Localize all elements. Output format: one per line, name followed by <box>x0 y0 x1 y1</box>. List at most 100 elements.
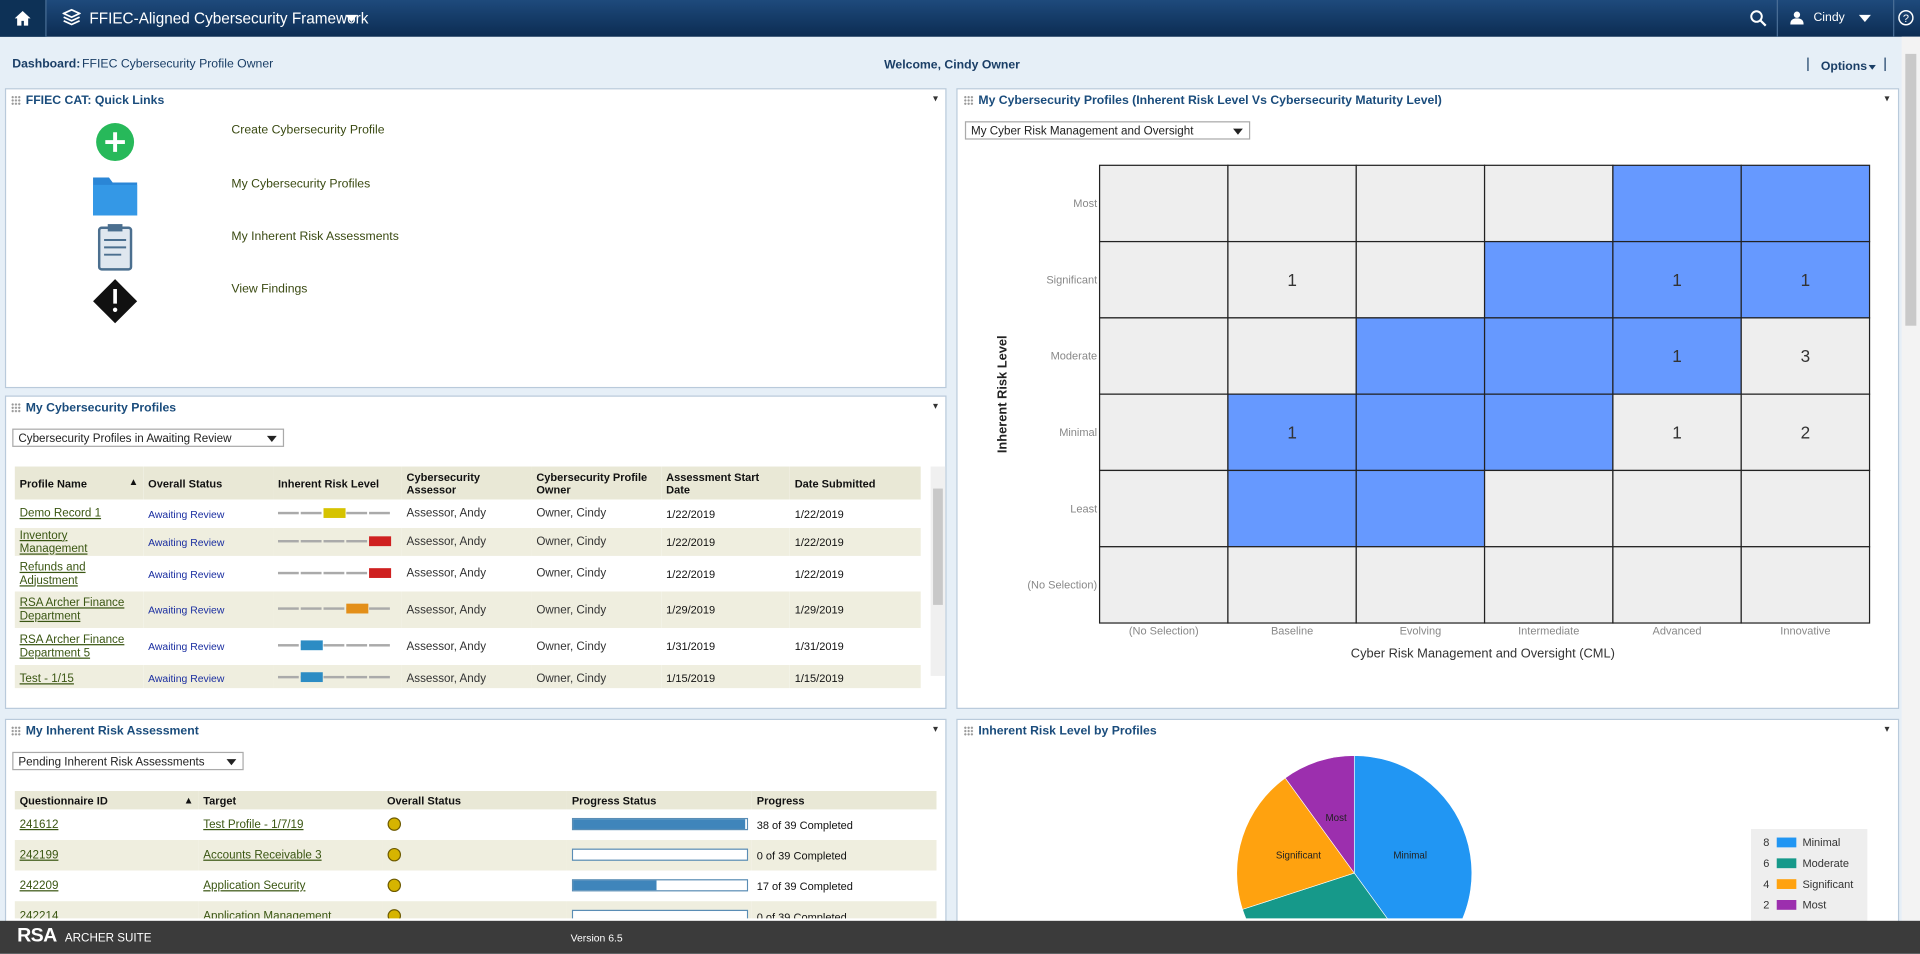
column-header[interactable]: Assessment Start Date <box>661 466 790 500</box>
quick-link[interactable]: View Findings <box>231 282 308 297</box>
target-link[interactable]: Application Security <box>203 879 306 893</box>
user-name[interactable]: Cindy <box>1813 11 1845 25</box>
legend-label[interactable]: Most <box>1802 900 1826 912</box>
panel-menu[interactable]: ▾ <box>933 400 938 412</box>
path <box>14 11 31 26</box>
risk-segment <box>300 607 322 610</box>
heatmap-cell[interactable] <box>1740 240 1871 319</box>
app-title[interactable]: FFIEC-Aligned Cybersecurity Framework <box>89 9 369 27</box>
pie-slice[interactable] <box>1236 777 1355 910</box>
questionnaire-link[interactable]: 242199 <box>19 848 59 863</box>
pie-slice[interactable] <box>1284 755 1355 875</box>
target-link[interactable]: Test Profile - 1/7/19 <box>203 817 304 832</box>
column-header[interactable]: Cybersecurity Assessor <box>401 466 532 500</box>
table-row: Test - 1/15 Awaiting Review Assessor, Andy… <box>14 664 921 689</box>
options-caret[interactable] <box>1868 64 1876 70</box>
heatmap-cell[interactable] <box>1612 393 1742 472</box>
home-button[interactable] <box>0 0 47 37</box>
assessments-filter[interactable]: Pending Inherent Risk Assessments <box>12 751 244 771</box>
legend-label[interactable]: Significant <box>1802 879 1853 891</box>
profile-link[interactable]: Refunds and Adjustment <box>19 560 86 588</box>
pie: MinimalModerateSignificantMost <box>1236 755 1473 954</box>
cell-text: Owner, Cindy <box>536 639 607 654</box>
table-cell <box>382 901 567 919</box>
column-header[interactable]: Cybersecurity Profile Owner <box>531 466 662 500</box>
app-menu-caret[interactable] <box>345 14 358 23</box>
header-row: Questionnaire ID ▲ Target Overall Status Pro… <box>14 791 937 810</box>
legend-label[interactable]: Minimal <box>1802 837 1840 849</box>
column-header[interactable]: Profile Name ▲ <box>14 466 144 500</box>
heatmap-cell[interactable] <box>1227 393 1357 472</box>
column-header[interactable]: Questionnaire ID ▲ <box>14 791 199 810</box>
scroll-thumb[interactable] <box>933 488 943 605</box>
quick-link[interactable]: My Cybersecurity Profiles <box>231 177 371 192</box>
scrollbar[interactable] <box>930 466 946 676</box>
scroll-thumb[interactable] <box>1905 53 1917 326</box>
column-header[interactable]: Progress Status <box>566 791 752 810</box>
options-menu[interactable]: Options <box>1820 60 1868 74</box>
questionnaire-link[interactable]: 242209 <box>19 879 59 893</box>
table-cell: 1/22/2019 <box>661 500 790 528</box>
cell-text: Assessor, Andy <box>406 603 487 617</box>
column-header[interactable]: Overall Status <box>382 791 567 810</box>
profile-link[interactable]: RSA Archer Finance Department <box>19 596 125 624</box>
cell-text: Assessor, Andy <box>406 506 487 521</box>
profile-link[interactable]: Inventory Management <box>19 528 88 556</box>
panel-grip[interactable] <box>11 726 21 736</box>
table-cell: Assessor, Andy <box>402 556 532 592</box>
risk-indicator <box>300 672 323 683</box>
user-menu-caret[interactable] <box>1858 14 1872 23</box>
profile-link[interactable]: RSA Archer Finance Department 5 <box>19 633 125 660</box>
legend-label[interactable]: Moderate <box>1802 858 1849 870</box>
panel-grip[interactable] <box>963 726 974 736</box>
target-link[interactable]: Accounts Receivable 3 <box>203 848 322 863</box>
questionnaire-link[interactable]: 241612 <box>19 817 59 832</box>
text: ? <box>1903 13 1909 25</box>
panel-menu[interactable]: ▾ <box>1884 93 1890 105</box>
panel-grip[interactable] <box>963 95 974 106</box>
risk-level-bar <box>277 640 390 651</box>
questionnaire-link[interactable]: 242214 <box>19 909 59 919</box>
help-icon[interactable]: ? <box>1898 10 1914 26</box>
table-cell: Accounts Receivable 3 <box>198 840 383 871</box>
table-cell: 0 of 39 Completed <box>751 901 937 919</box>
profiles-filter[interactable]: Cybersecurity Profiles in Awaiting Revie… <box>12 428 285 447</box>
path <box>105 132 125 152</box>
panel-grip[interactable] <box>11 402 21 413</box>
sort-arrow[interactable]: ▲ <box>183 794 194 806</box>
column-header[interactable]: Progress <box>751 791 937 810</box>
page-scrollbar[interactable] <box>1901 36 1920 921</box>
sort-arrow[interactable]: ▲ <box>128 476 139 488</box>
quick-link[interactable]: Create Cybersecurity Profile <box>231 123 385 138</box>
dashboard-label: Dashboard: <box>12 57 81 72</box>
cell-text: 1/29/2019 <box>794 603 844 616</box>
quick-link[interactable]: My Inherent Risk Assessments <box>231 230 399 244</box>
status-text: Awaiting Review <box>148 535 225 548</box>
heatmap-cell[interactable] <box>1740 393 1871 472</box>
panel-menu[interactable]: ▾ <box>933 723 938 735</box>
heatmap-cell <box>1740 164 1871 243</box>
profile-link[interactable]: Demo Record 1 <box>19 506 102 521</box>
panel-menu[interactable]: ▾ <box>1884 723 1890 735</box>
table-cell: Assessor, Andy <box>402 628 532 665</box>
column-header[interactable]: Target <box>198 791 383 810</box>
search-icon[interactable] <box>1750 10 1767 27</box>
table-row: Demo Record 1 Awaiting Review Assessor, An… <box>15 500 921 528</box>
table-cell: Application Management <box>198 901 383 919</box>
heatmap-cell[interactable] <box>1612 240 1742 319</box>
profile-link[interactable]: Test - 1/15 <box>19 671 74 686</box>
panel-menu[interactable]: ▾ <box>933 93 938 105</box>
pie-slice[interactable] <box>1242 872 1423 954</box>
clipboard-icon[interactable] <box>97 224 133 271</box>
pie-slice[interactable] <box>1353 755 1473 954</box>
column-header[interactable]: Inherent Risk Level <box>273 466 402 500</box>
panel-grip[interactable] <box>11 95 21 106</box>
dashboard-name: FFIEC Cybersecurity Profile Owner <box>82 57 274 72</box>
heatmap-cell[interactable] <box>1227 240 1357 319</box>
column-header[interactable]: Overall Status <box>143 466 274 500</box>
column-header[interactable]: Date Submitted <box>789 466 921 500</box>
cell-text: 1/15/2019 <box>666 672 716 685</box>
findings-icon[interactable] <box>93 279 138 324</box>
target-link[interactable]: Application Management <box>203 909 332 919</box>
heatmap-filter[interactable]: My Cyber Risk Management and Oversight <box>964 121 1251 140</box>
